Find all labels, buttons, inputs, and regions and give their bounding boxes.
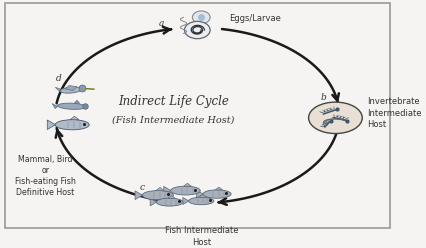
Ellipse shape — [60, 87, 82, 93]
Polygon shape — [52, 103, 58, 109]
Polygon shape — [183, 197, 189, 205]
Ellipse shape — [55, 120, 89, 130]
Polygon shape — [184, 183, 191, 186]
Ellipse shape — [58, 103, 86, 109]
Ellipse shape — [171, 186, 200, 195]
Polygon shape — [156, 187, 164, 191]
Text: (Fish Intermediate Host): (Fish Intermediate Host) — [112, 116, 235, 125]
Text: Indirect Life Cycle: Indirect Life Cycle — [118, 95, 229, 108]
Ellipse shape — [142, 191, 173, 200]
Text: d: d — [56, 74, 62, 83]
Polygon shape — [74, 100, 80, 103]
Text: Eggs/Larvae: Eggs/Larvae — [229, 14, 281, 23]
Text: Invertebrate
Intermediate
Host: Invertebrate Intermediate Host — [367, 97, 421, 129]
Text: Fish Intermediate
Host: Fish Intermediate Host — [164, 226, 238, 247]
Polygon shape — [55, 87, 60, 91]
Text: Mammal, Bird
or
Fish-eating Fish
Definitive Host: Mammal, Bird or Fish-eating Fish Definit… — [15, 155, 76, 197]
Text: a: a — [159, 19, 164, 28]
Text: c: c — [140, 183, 144, 192]
Text: b: b — [321, 93, 326, 101]
Ellipse shape — [189, 197, 214, 205]
Polygon shape — [199, 195, 206, 197]
Polygon shape — [65, 86, 77, 91]
Polygon shape — [70, 116, 79, 120]
Ellipse shape — [193, 11, 210, 24]
Polygon shape — [150, 198, 156, 206]
Polygon shape — [196, 190, 203, 198]
Circle shape — [308, 102, 362, 133]
Ellipse shape — [203, 190, 231, 198]
Polygon shape — [47, 120, 55, 129]
Polygon shape — [168, 195, 175, 198]
Polygon shape — [215, 187, 223, 190]
Polygon shape — [135, 191, 143, 200]
Ellipse shape — [156, 198, 183, 206]
Polygon shape — [164, 186, 171, 195]
Ellipse shape — [184, 21, 210, 39]
